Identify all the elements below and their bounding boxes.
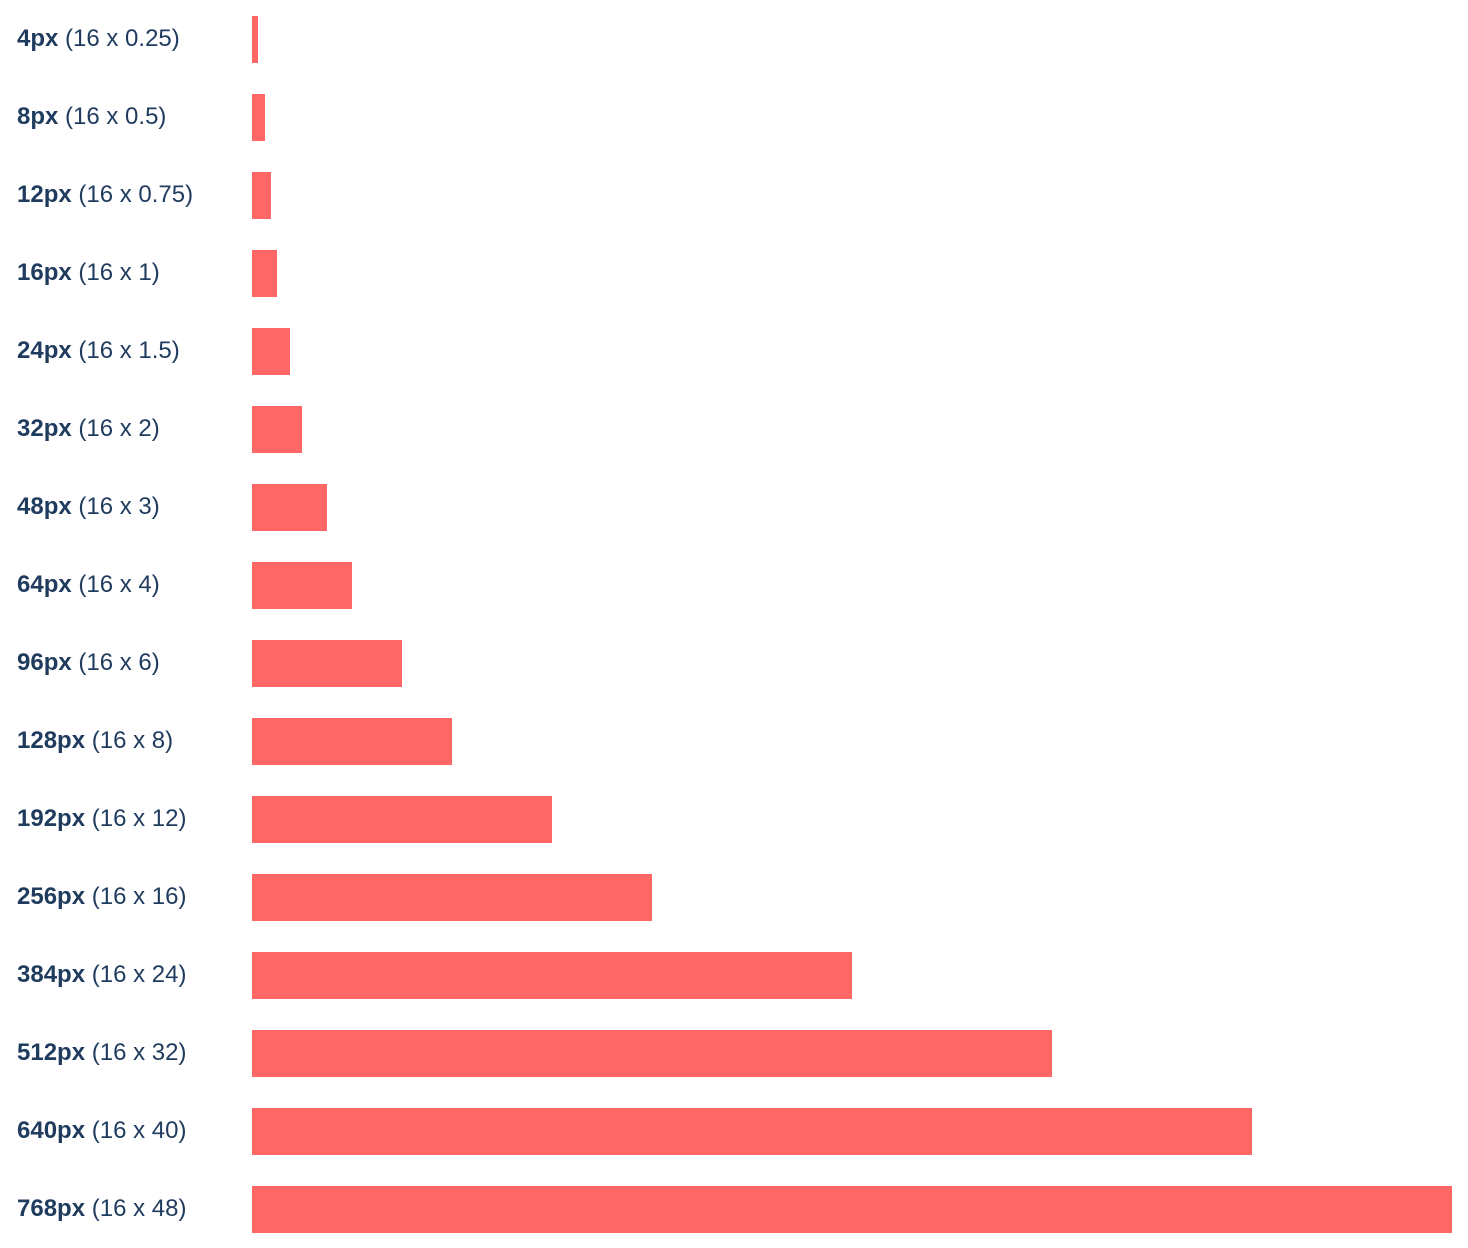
size-bar bbox=[252, 171, 271, 219]
size-bar bbox=[252, 639, 402, 687]
size-bar bbox=[252, 327, 290, 375]
row-label: 192px (16 x 12) bbox=[0, 807, 252, 831]
size-value: 512px bbox=[17, 1039, 86, 1066]
spacing-row: 192px (16 x 12) bbox=[0, 780, 1468, 858]
row-label: 64px (16 x 4) bbox=[0, 573, 252, 597]
size-bar bbox=[252, 795, 552, 843]
size-value: 64px bbox=[17, 571, 72, 598]
size-formula: (16 x 2) bbox=[71, 415, 160, 442]
size-bar bbox=[252, 873, 652, 921]
spacing-row: 12px (16 x 0.75) bbox=[0, 156, 1468, 234]
size-value: 8px bbox=[17, 103, 59, 130]
row-label: 384px (16 x 24) bbox=[0, 963, 252, 987]
row-label: 12px (16 x 0.75) bbox=[0, 183, 252, 207]
row-label: 8px (16 x 0.5) bbox=[0, 105, 252, 129]
size-value: 32px bbox=[17, 415, 72, 442]
size-bar bbox=[252, 1029, 1052, 1077]
size-formula: (16 x 8) bbox=[85, 727, 174, 754]
spacing-row: 128px (16 x 8) bbox=[0, 702, 1468, 780]
spacing-row: 64px (16 x 4) bbox=[0, 546, 1468, 624]
row-label: 512px (16 x 32) bbox=[0, 1041, 252, 1065]
spacing-row: 768px (16 x 48) bbox=[0, 1170, 1468, 1248]
size-formula: (16 x 1) bbox=[71, 259, 160, 286]
spacing-row: 32px (16 x 2) bbox=[0, 390, 1468, 468]
size-formula: (16 x 12) bbox=[85, 805, 187, 832]
size-value: 16px bbox=[17, 259, 72, 286]
size-value: 4px bbox=[17, 25, 59, 52]
row-label: 768px (16 x 48) bbox=[0, 1197, 252, 1221]
size-bar bbox=[252, 93, 265, 141]
size-bar bbox=[252, 405, 302, 453]
size-formula: (16 x 48) bbox=[85, 1195, 187, 1222]
size-value: 768px bbox=[17, 1195, 86, 1222]
size-value: 384px bbox=[17, 961, 86, 988]
size-value: 256px bbox=[17, 883, 86, 910]
row-label: 4px (16 x 0.25) bbox=[0, 27, 252, 51]
size-bar bbox=[252, 951, 852, 999]
size-value: 48px bbox=[17, 493, 72, 520]
spacing-row: 48px (16 x 3) bbox=[0, 468, 1468, 546]
size-bar bbox=[252, 15, 259, 63]
spacing-row: 384px (16 x 24) bbox=[0, 936, 1468, 1014]
spacing-row: 16px (16 x 1) bbox=[0, 234, 1468, 312]
spacing-row: 8px (16 x 0.5) bbox=[0, 78, 1468, 156]
size-value: 96px bbox=[17, 649, 72, 676]
row-label: 24px (16 x 1.5) bbox=[0, 339, 252, 363]
row-label: 128px (16 x 8) bbox=[0, 729, 252, 753]
size-formula: (16 x 6) bbox=[71, 649, 160, 676]
row-label: 96px (16 x 6) bbox=[0, 651, 252, 675]
size-bar bbox=[252, 1107, 1252, 1155]
size-value: 640px bbox=[17, 1117, 86, 1144]
size-formula: (16 x 0.25) bbox=[58, 25, 180, 52]
size-formula: (16 x 0.75) bbox=[71, 181, 194, 208]
spacing-row: 96px (16 x 6) bbox=[0, 624, 1468, 702]
size-formula: (16 x 4) bbox=[71, 571, 160, 598]
size-bar bbox=[252, 249, 277, 297]
size-formula: (16 x 16) bbox=[85, 883, 187, 910]
size-bar bbox=[252, 483, 327, 531]
size-value: 12px bbox=[17, 181, 72, 208]
size-formula: (16 x 24) bbox=[85, 961, 187, 988]
row-label: 640px (16 x 40) bbox=[0, 1119, 252, 1143]
size-formula: (16 x 3) bbox=[71, 493, 160, 520]
size-formula: (16 x 0.5) bbox=[58, 103, 167, 130]
spacing-row: 640px (16 x 40) bbox=[0, 1092, 1468, 1170]
spacing-row: 256px (16 x 16) bbox=[0, 858, 1468, 936]
size-value: 128px bbox=[17, 727, 86, 754]
spacing-row: 4px (16 x 0.25) bbox=[0, 0, 1468, 78]
row-label: 256px (16 x 16) bbox=[0, 885, 252, 909]
row-label: 16px (16 x 1) bbox=[0, 261, 252, 285]
row-label: 48px (16 x 3) bbox=[0, 495, 252, 519]
size-formula: (16 x 40) bbox=[85, 1117, 187, 1144]
spacing-row: 512px (16 x 32) bbox=[0, 1014, 1468, 1092]
spacing-row: 24px (16 x 1.5) bbox=[0, 312, 1468, 390]
size-formula: (16 x 1.5) bbox=[71, 337, 180, 364]
size-bar bbox=[252, 717, 452, 765]
size-formula: (16 x 32) bbox=[85, 1039, 187, 1066]
size-bar bbox=[252, 1185, 1452, 1233]
size-value: 24px bbox=[17, 337, 72, 364]
size-value: 192px bbox=[17, 805, 86, 832]
row-label: 32px (16 x 2) bbox=[0, 417, 252, 441]
size-bar bbox=[252, 561, 352, 609]
